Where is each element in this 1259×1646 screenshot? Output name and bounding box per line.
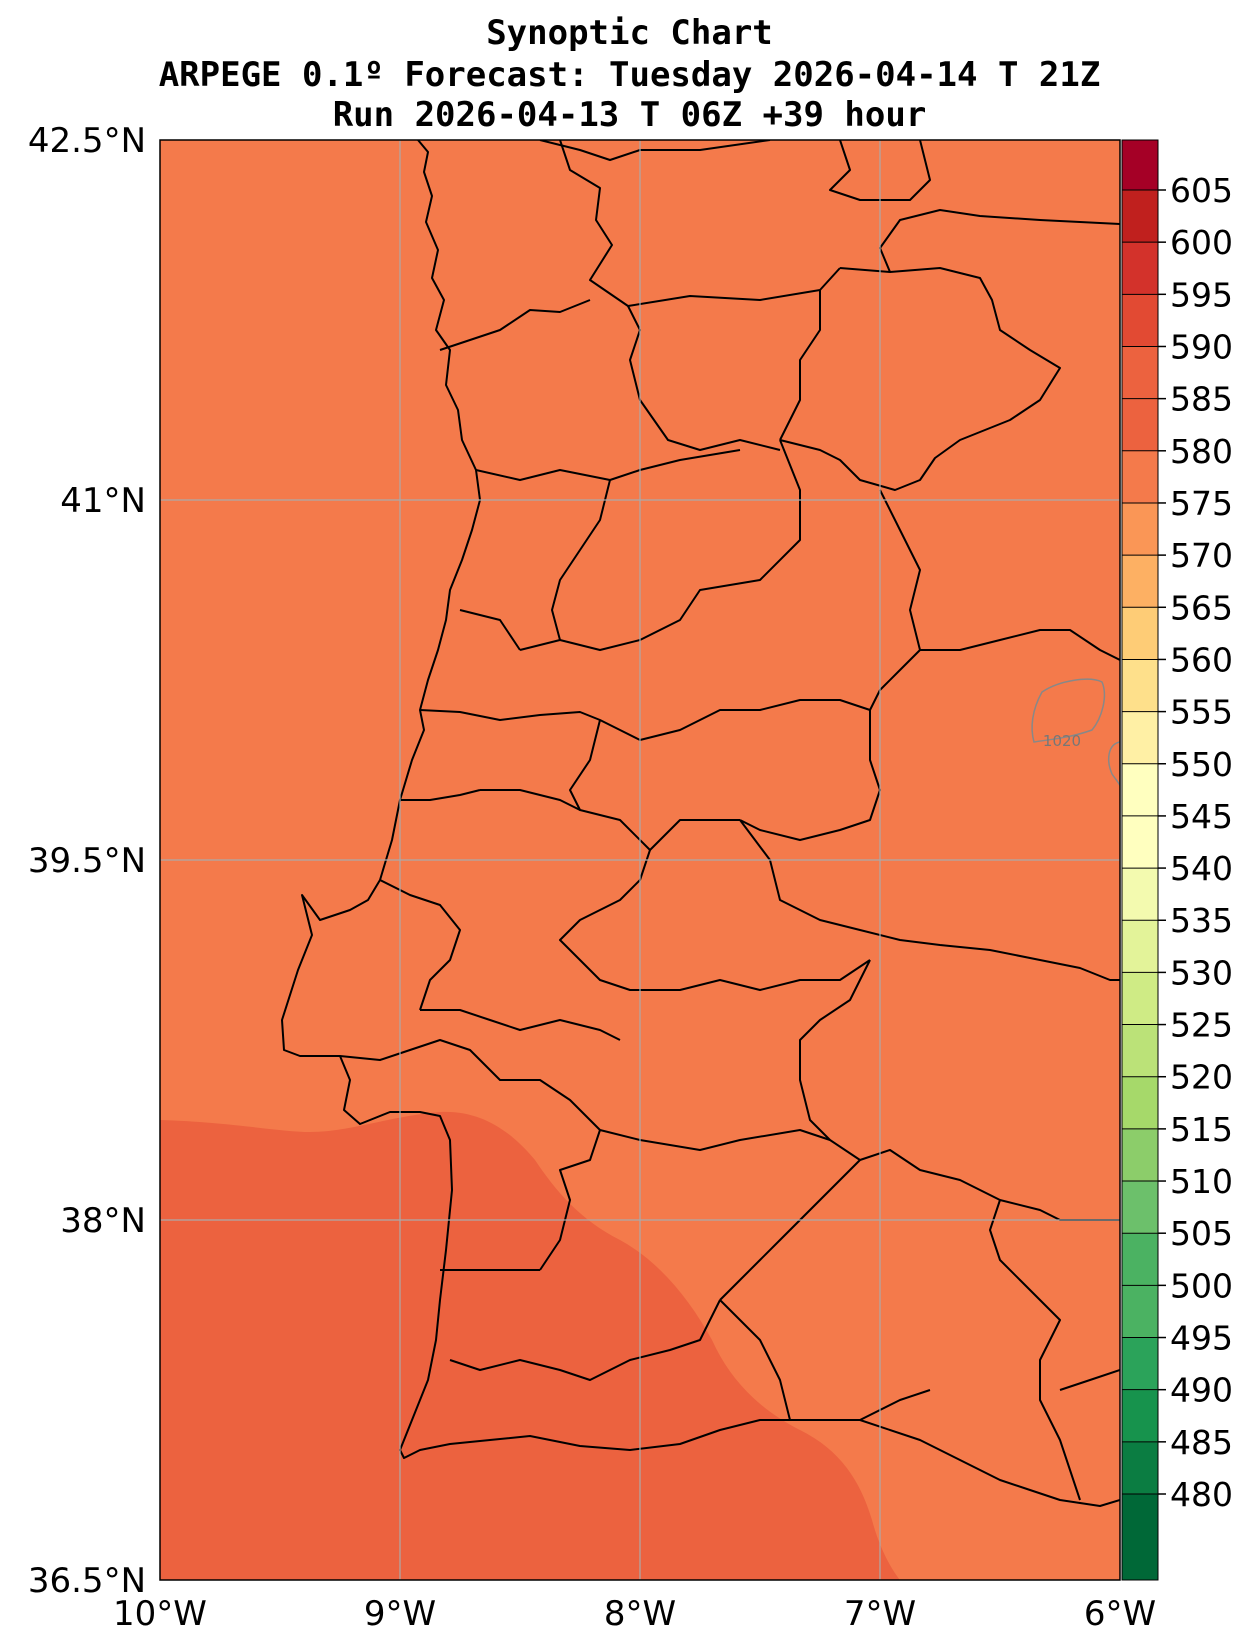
colorbar-label: 520 — [1170, 1058, 1233, 1097]
colorbar-label: 595 — [1170, 275, 1233, 314]
colorbar-label: 545 — [1170, 797, 1233, 836]
colorbar-band — [1122, 1389, 1158, 1443]
lat-tick-label: 42.5°N — [28, 121, 146, 161]
colorbar-label: 590 — [1170, 327, 1233, 366]
colorbar-band — [1122, 294, 1158, 347]
colorbar-label: 605 — [1170, 171, 1233, 210]
colorbar-label: 525 — [1170, 1006, 1233, 1045]
colorbar-band — [1122, 1494, 1158, 1581]
colorbar-label: 555 — [1170, 693, 1233, 732]
lat-tick-label: 41°N — [60, 481, 146, 521]
colorbar-label: 505 — [1170, 1214, 1233, 1253]
isobar-1020-edge — [1107, 741, 1120, 787]
colorbar-label: 560 — [1170, 640, 1233, 679]
colorbar-label: 600 — [1170, 223, 1233, 262]
lon-tick-label: 10°W — [113, 1594, 207, 1634]
chart-title: Synoptic Chart — [486, 13, 773, 53]
lat-tick-labels: 42.5°N 41°N 39.5°N 38°N 36.5°N — [28, 121, 146, 1601]
colorbar-label: 530 — [1170, 953, 1233, 992]
colorbar-band — [1122, 815, 1158, 869]
colorbar-label: 490 — [1170, 1371, 1233, 1410]
colorbar-label: 500 — [1170, 1266, 1233, 1305]
colorbar-band — [1122, 659, 1158, 713]
colorbar-band — [1122, 555, 1158, 608]
lon-tick-label: 6°W — [1084, 1594, 1156, 1634]
colorbar-band — [1122, 1181, 1158, 1234]
isobar-label: 1020 — [1043, 732, 1081, 750]
colorbar-band — [1122, 1076, 1158, 1130]
colorbar-band — [1122, 1024, 1158, 1078]
lon-tick-label: 7°W — [844, 1594, 916, 1634]
colorbar-label: 580 — [1170, 432, 1233, 471]
colorbar-band — [1122, 1441, 1158, 1495]
colorbar-label: 485 — [1170, 1423, 1233, 1462]
colorbar-band — [1122, 920, 1158, 973]
colorbar-label: 550 — [1170, 745, 1233, 784]
colorbar-label: 575 — [1170, 484, 1233, 523]
colorbar-label: 495 — [1170, 1319, 1233, 1358]
colorbar-band — [1122, 190, 1158, 243]
colorbar-label: 535 — [1170, 901, 1233, 940]
forecast-subtitle: ARPEGE 0.1º Forecast: Tuesday 2026-04-14… — [158, 55, 1101, 95]
colorbar-label: 570 — [1170, 536, 1233, 575]
colorbar-band — [1122, 242, 1158, 295]
lat-tick-label: 38°N — [60, 1201, 146, 1241]
colorbar-frame — [1121, 139, 1159, 1581]
colorbar-label: 515 — [1170, 1110, 1233, 1149]
lon-tick-labels: 10°W 9°W 8°W 7°W 6°W — [113, 1594, 1156, 1634]
colorbar-band — [1122, 1128, 1158, 1182]
colorbar-label: 585 — [1170, 380, 1233, 419]
lat-tick-label: 39.5°N — [28, 841, 146, 881]
colorbar-label: 540 — [1170, 849, 1233, 888]
colorbar-band — [1122, 140, 1158, 191]
isobar-1020 — [1031, 678, 1106, 743]
run-subtitle: Run 2026-04-13 T 06Z +39 hour — [332, 95, 927, 135]
colorbar-band — [1122, 607, 1158, 660]
lon-tick-label: 9°W — [364, 1594, 436, 1634]
colorbar-band — [1122, 868, 1158, 921]
colorbar-label: 480 — [1170, 1475, 1233, 1514]
lat-tick-label: 36.5°N — [28, 1561, 146, 1601]
colorbar-label: 565 — [1170, 588, 1233, 627]
gridlines — [160, 140, 1120, 1580]
colorbar: 480 485 490 495 500 505 510 515 520 525 530 535 540 5… — [1121, 139, 1233, 1581]
field-band-580-585 — [160, 1111, 900, 1580]
colorbar-band — [1122, 1233, 1158, 1286]
colorbar-band — [1122, 1337, 1158, 1391]
map-frame — [159, 139, 1121, 1581]
colorbar-band — [1122, 398, 1158, 452]
colorbar-band — [1122, 450, 1158, 504]
colorbar-band — [1122, 972, 1158, 1026]
colorbar-band — [1122, 1285, 1158, 1339]
colorbar-label: 510 — [1170, 1162, 1233, 1201]
colorbar-band — [1122, 502, 1158, 556]
lon-tick-label: 8°W — [604, 1594, 676, 1634]
colorbar-band — [1122, 763, 1158, 817]
colorbar-band — [1122, 346, 1158, 400]
colorbar-band — [1122, 711, 1158, 765]
